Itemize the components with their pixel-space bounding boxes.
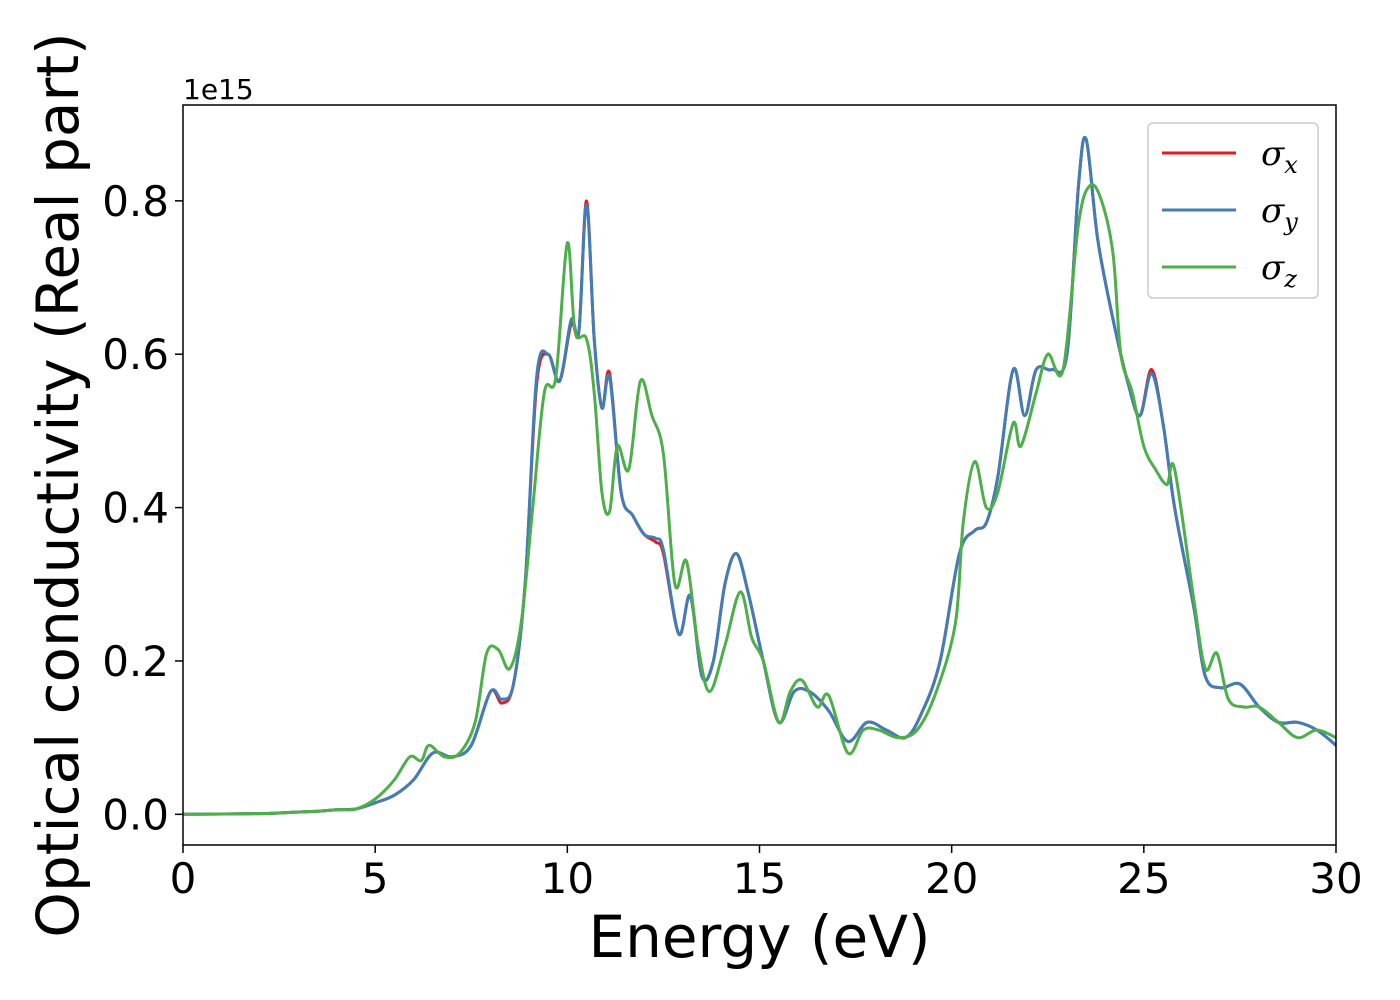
legend-label-sigma-y: σy — [1261, 191, 1298, 236]
x-tick-label: 20 — [925, 854, 978, 903]
legend: σx σy σz — [1147, 122, 1319, 299]
x-tick-label: 25 — [1117, 854, 1170, 903]
y-tick-label: 0.6 — [102, 330, 169, 379]
x-axis-ticks: 0 5 10 15 20 25 30 — [170, 845, 1363, 903]
x-tick-label: 15 — [733, 854, 786, 903]
x-tick-label: 5 — [362, 854, 389, 903]
x-axis-title: Energy (eV) — [588, 903, 930, 971]
series-layer — [183, 136, 1336, 816]
y-axis-ticks: 0.0 0.2 0.4 0.6 0.8 — [102, 177, 183, 839]
y-axis-offset-label: 1e15 — [183, 73, 254, 106]
y-tick-label: 0.0 — [102, 790, 169, 839]
y-tick-label: 0.8 — [102, 177, 169, 226]
y-axis-title: Optical conductivity (Real part) — [24, 32, 92, 937]
y-tick-label: 0.2 — [102, 637, 169, 686]
x-tick-label: 10 — [541, 854, 594, 903]
series-line-sigma-z — [183, 183, 1336, 816]
x-tick-label: 0 — [170, 854, 197, 903]
y-tick-label: 0.4 — [102, 484, 169, 533]
legend-label-sigma-x: σx — [1261, 134, 1298, 179]
legend-label-sigma-z: σz — [1261, 248, 1297, 293]
x-tick-label: 30 — [1309, 854, 1362, 903]
series-line-sigma-y — [183, 136, 1336, 816]
